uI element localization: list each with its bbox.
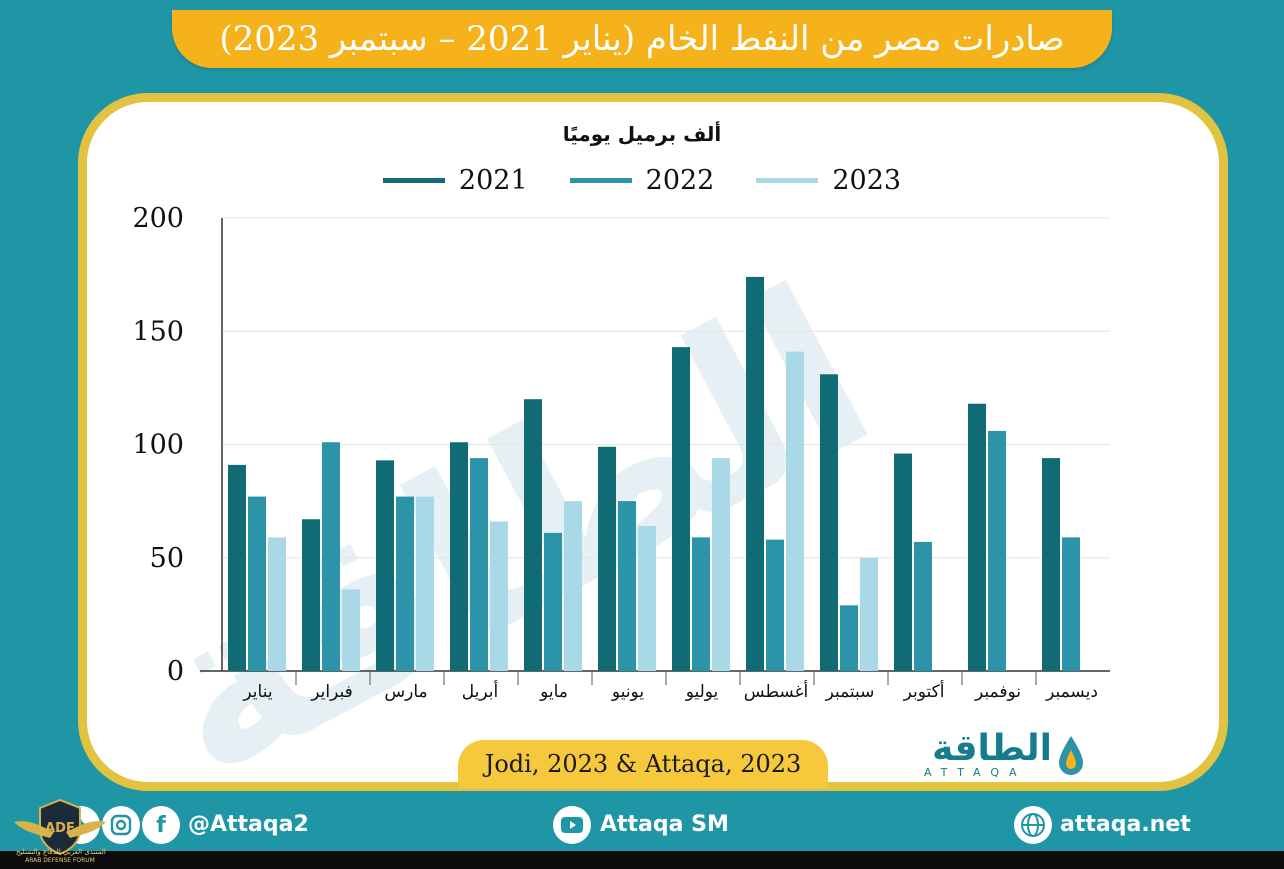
x-tick-label-6: يونيو [611,682,644,702]
forum-initials: ADF [45,821,75,836]
source-box: Jodi, 2023 & Attaqa, 2023 [458,740,828,788]
youtube-icon[interactable] [553,806,591,844]
legend-swatch-2021 [382,178,445,183]
footer: ✦ f @Attaqa2 Attaqa SM attaqa.net [0,800,1284,850]
website-link[interactable]: attaqa.net [1060,812,1191,837]
bar-2023-7 [712,458,730,671]
x-tick-label-3: مارس [384,682,427,702]
bar-2021-1 [228,464,246,671]
bar-2022-7 [692,537,710,671]
instagram-icon[interactable] [102,806,140,844]
y-tick-label-0: 0 [167,656,184,687]
legend-swatch-2023 [756,178,819,183]
youtube-channel[interactable]: Attaqa SM [600,812,729,837]
x-tick-label-5: مايو [539,682,568,702]
logo-arabic-text: الطاقة [932,728,1052,769]
bar-2022-2 [322,442,340,671]
bar-2021-8 [746,276,764,671]
facebook-icon[interactable]: f [142,806,180,844]
x-tick-label-1: يناير [242,682,272,702]
logo-english-text: ATTAQA [924,766,1027,779]
bar-2021-12 [1042,458,1060,671]
bar-2022-8 [766,539,784,671]
bar-2023-6 [638,526,656,671]
bar-2021-9 [820,374,838,671]
flame-drop-icon [1059,736,1083,775]
bar-2022-10 [914,541,932,671]
x-tick-label-2: فبراير [310,682,352,702]
bar-2023-5 [564,501,582,671]
legend: 2021 2022 2023 [0,165,1284,196]
bar-2021-2 [302,519,320,671]
legend-label-2023: 2023 [832,165,902,196]
bar-2022-4 [470,458,488,671]
legend-swatch-2022 [569,178,632,183]
x-tick-label-10: أكتوبر [903,680,945,702]
bar-2022-12 [1062,537,1080,671]
bar-2022-3 [396,496,414,671]
forum-eagle-emblem: ADF ARAB DEFENSE FORUM [14,798,106,864]
legend-item-2023: 2023 [756,165,901,196]
bottom-bar [0,851,1284,869]
bar-2021-6 [598,446,616,671]
bar-2021-4 [450,442,468,671]
y-tick-label-150: 150 [132,316,184,347]
bar-2023-2 [342,589,360,671]
forum-name-ar: المنتدى العربي للدفاع والتسليح [16,848,106,856]
bar-2022-1 [248,496,266,671]
social-handle[interactable]: @Attaqa2 [188,812,309,837]
attaqa-logo: الطاقة ATTAQA [920,728,1090,788]
x-tick-label-11: نوفمبر [974,682,1021,702]
bar-2022-5 [544,532,562,671]
y-tick-label-100: 100 [132,430,184,461]
legend-item-2021: 2021 [382,165,528,196]
legend-item-2022: 2022 [569,165,715,196]
bar-2023-1 [268,537,286,671]
y-axis-unit-label: ألف برميل يوميًا [562,122,722,146]
x-tick-label-8: أغسطس [744,680,808,702]
bar-2022-6 [618,501,636,671]
bar-2023-3 [416,496,434,671]
bar-2023-8 [786,351,804,671]
x-tick-label-4: أبريل [462,680,498,702]
y-tick-label-50: 50 [150,543,184,574]
chart-title: صادرات مصر من النفط الخام (يناير 2021 – … [219,19,1065,59]
title-banner: صادرات مصر من النفط الخام (يناير 2021 – … [172,10,1112,68]
y-tick-label-200: 200 [132,203,184,234]
legend-label-2021: 2021 [458,165,528,196]
bar-2021-11 [968,403,986,671]
bar-2021-7 [672,347,690,671]
globe-icon[interactable] [1014,806,1052,844]
bar-2023-4 [490,521,508,671]
bar-2021-3 [376,460,394,671]
forum-name-en: ARAB DEFENSE FORUM [25,857,95,864]
bar-2021-10 [894,453,912,671]
bar-2023-9 [860,557,878,671]
source-text: Jodi, 2023 & Attaqa, 2023 [484,750,802,778]
bar-2021-5 [524,399,542,671]
x-tick-label-12: ديسمبر [1045,682,1098,702]
bar-2022-9 [840,605,858,671]
x-tick-label-7: يوليو [685,682,719,702]
legend-label-2022: 2022 [645,165,715,196]
x-tick-label-9: سبتمبر [825,682,875,702]
bar-2022-11 [988,430,1006,671]
